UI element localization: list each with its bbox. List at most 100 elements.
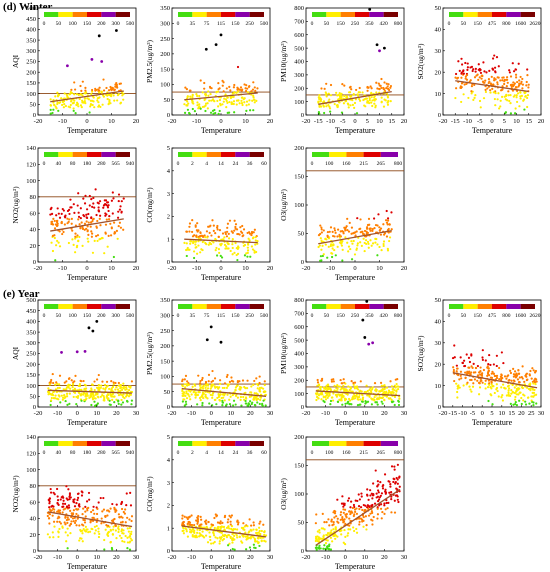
- data-point: [199, 107, 202, 110]
- data-point: [353, 381, 357, 384]
- data-point: [457, 60, 460, 63]
- data-point: [181, 400, 184, 403]
- y-tick-label: 150: [294, 463, 304, 470]
- data-point: [329, 387, 332, 391]
- data-point: [186, 100, 189, 103]
- data-point: [517, 368, 520, 372]
- data-point: [249, 528, 252, 531]
- data-point: [215, 515, 218, 518]
- data-point: [255, 250, 258, 254]
- data-point: [193, 529, 196, 532]
- data-point: [322, 535, 325, 538]
- data-point: [185, 248, 188, 252]
- data-point: [247, 237, 250, 240]
- data-point: [470, 390, 473, 393]
- data-point: [103, 396, 106, 399]
- data-point: [213, 540, 216, 544]
- data-point: [104, 223, 108, 226]
- data-point: [358, 97, 361, 101]
- data-point: [242, 522, 245, 525]
- data-point: [48, 536, 51, 539]
- data-point: [196, 101, 199, 104]
- data-point: [370, 403, 374, 406]
- data-point: [251, 248, 255, 251]
- data-point: [242, 98, 245, 101]
- data-point: [378, 84, 381, 87]
- legend-swatch: [312, 304, 327, 309]
- data-point: [354, 510, 357, 513]
- data-point: [355, 248, 358, 251]
- data-point: [487, 367, 490, 370]
- data-point: [468, 370, 471, 373]
- data-point: [66, 498, 69, 501]
- data-point: [262, 523, 265, 526]
- data-point: [78, 97, 81, 100]
- data-point: [369, 489, 372, 492]
- data-point: [99, 224, 102, 227]
- data-point: [198, 103, 201, 106]
- data-point: [229, 89, 232, 92]
- data-point: [249, 255, 252, 258]
- data-point: [501, 383, 505, 386]
- data-point: [107, 524, 110, 527]
- data-point: [366, 400, 370, 403]
- legend-label: 0: [177, 21, 180, 27]
- data-point: [217, 82, 220, 85]
- data-point: [469, 388, 472, 391]
- data-point: [317, 394, 321, 397]
- data-point: [520, 402, 523, 406]
- data-point: [514, 395, 517, 399]
- data-point: [87, 531, 90, 534]
- legend-swatch: [492, 304, 507, 309]
- legend-label: 35: [190, 313, 196, 319]
- data-point: [533, 388, 536, 391]
- y-tick-label: 0: [167, 112, 170, 119]
- data-point: [261, 402, 264, 405]
- data-point: [376, 507, 379, 510]
- data-point: [209, 538, 212, 542]
- data-point: [250, 524, 253, 527]
- y-tick-label: 1: [167, 236, 170, 243]
- data-point: [93, 400, 96, 403]
- data-point: [224, 98, 228, 101]
- data-point: [108, 215, 111, 218]
- data-point: [233, 229, 236, 232]
- data-point: [102, 89, 106, 92]
- x-axis-label: Temperature: [335, 126, 376, 135]
- data-point: [119, 101, 123, 104]
- data-point: [479, 366, 482, 369]
- data-point: [79, 207, 82, 210]
- data-point: [91, 90, 94, 93]
- y-axis-label: SO2(ug/m³): [416, 43, 425, 80]
- data-point: [97, 91, 101, 94]
- data-point: [117, 210, 120, 213]
- data-point: [48, 383, 51, 386]
- y-axis-label: O3(ug/m³): [279, 189, 288, 221]
- data-point: [244, 87, 247, 90]
- data-point: [346, 534, 349, 537]
- data-point: [366, 389, 369, 393]
- data-point: [88, 498, 91, 501]
- data-point: [88, 530, 92, 533]
- data-point: [333, 516, 336, 519]
- legend-swatch: [206, 12, 221, 17]
- data-point: [259, 398, 262, 401]
- data-point: [322, 537, 325, 540]
- data-point: [211, 524, 215, 527]
- legend-swatch: [58, 304, 73, 309]
- x-tick-label: 0: [481, 410, 484, 417]
- data-point: [56, 517, 59, 520]
- data-point: [112, 255, 115, 259]
- data-point: [189, 242, 192, 245]
- data-point: [130, 519, 133, 523]
- data-point: [86, 97, 89, 100]
- data-point: [467, 96, 470, 100]
- legend-swatch: [72, 152, 87, 157]
- data-point: [356, 403, 360, 407]
- data-point: [473, 83, 476, 87]
- data-point: [463, 364, 466, 368]
- data-point: [379, 507, 383, 510]
- data-point: [371, 519, 374, 522]
- data-point: [77, 192, 80, 195]
- data-point: [58, 527, 61, 531]
